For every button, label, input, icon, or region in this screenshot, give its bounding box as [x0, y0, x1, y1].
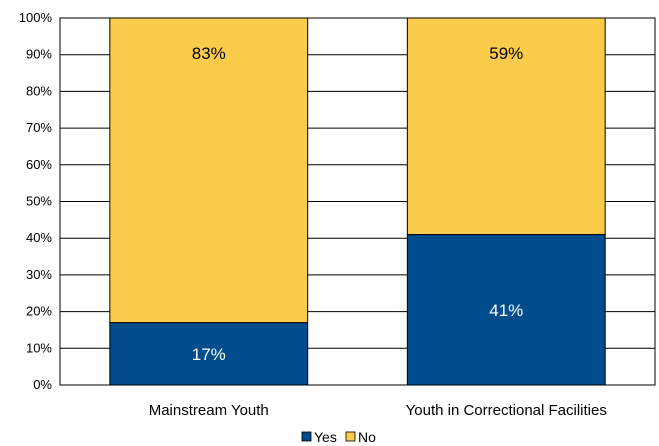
plot-area-frame — [59, 17, 656, 386]
legend-swatch-yes — [301, 431, 312, 442]
data-label: 17% — [192, 345, 226, 364]
y-tick-label: 100% — [19, 10, 53, 25]
bar-yes — [109, 322, 309, 386]
data-label: 41% — [489, 301, 523, 320]
y-tick-label: 20% — [26, 304, 52, 319]
category-label: Mainstream Youth — [149, 402, 269, 419]
bars — [109, 17, 606, 386]
y-tick-label: 70% — [26, 120, 52, 135]
data-label: 59% — [489, 44, 523, 63]
y-tick-label: 50% — [26, 194, 52, 209]
legend: Yes No — [301, 429, 376, 445]
category-labels: Mainstream Youth Youth in Correctional Fa… — [149, 402, 607, 419]
y-tick-label: 80% — [26, 83, 52, 98]
y-tick-label: 60% — [26, 157, 52, 172]
y-tick-label: 30% — [26, 267, 52, 282]
category-label: Youth in Correctional Facilities — [406, 402, 607, 419]
data-label: 83% — [192, 44, 226, 63]
bar-no — [406, 17, 606, 236]
legend-swatch-no — [345, 431, 356, 442]
bar-yes — [406, 234, 606, 386]
y-axis-tick-labels: 0% 10% 20% 30% 40% 50% 60% 70% 80% 90% 100% — [19, 10, 53, 392]
y-tick-label: 10% — [26, 340, 52, 355]
y-tick-label: 40% — [26, 230, 52, 245]
y-tick-label: 90% — [26, 47, 52, 62]
legend-label-no: No — [358, 429, 376, 445]
y-tick-label: 0% — [33, 377, 52, 392]
bar-no — [109, 17, 309, 324]
data-labels: 17% 83% 41% 59% — [192, 44, 524, 364]
legend-label-yes: Yes — [314, 429, 337, 445]
